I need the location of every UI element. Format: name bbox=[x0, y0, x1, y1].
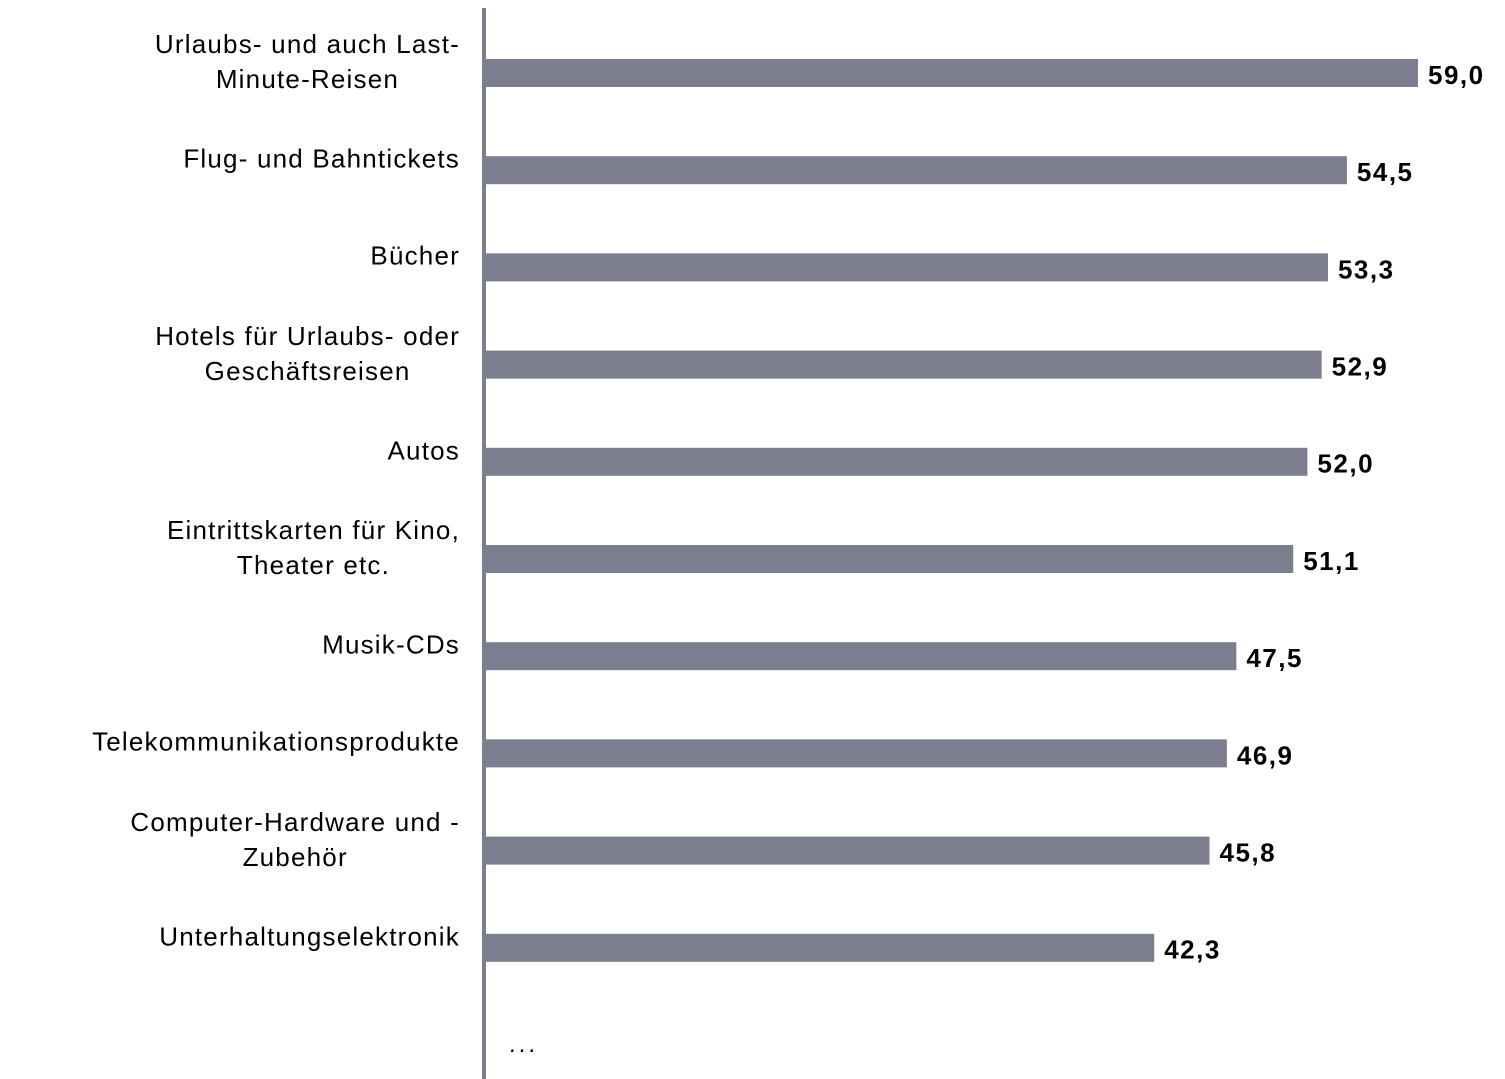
category-label: Bücher bbox=[370, 240, 460, 271]
bar bbox=[486, 253, 1328, 282]
value-label: 54,5 bbox=[1357, 157, 1414, 187]
value-label: 51,1 bbox=[1303, 546, 1360, 576]
category-label: Hotels für Urlaubs- oder Geschäftsreisen bbox=[155, 320, 460, 386]
annotation: ... bbox=[510, 1031, 539, 1058]
category-label: Unterhaltungselektronik bbox=[159, 921, 460, 952]
value-label: 52,9 bbox=[1332, 351, 1389, 381]
bar bbox=[486, 836, 1210, 865]
value-label: 47,5 bbox=[1246, 643, 1303, 673]
category-label: Autos bbox=[387, 435, 460, 466]
value-label: 53,3 bbox=[1338, 254, 1395, 284]
bar bbox=[486, 545, 1294, 573]
value-label: 59,0 bbox=[1428, 60, 1485, 90]
bar bbox=[486, 447, 1308, 476]
category-label: Musik-CDs bbox=[322, 629, 460, 660]
category-label: Eintrittskarten für Kino, Theater etc. bbox=[167, 515, 460, 580]
category-label: Urlaubs- und auch Last- Minute-Reisen bbox=[154, 29, 460, 94]
value-label: 45,8 bbox=[1219, 837, 1276, 867]
bar bbox=[486, 642, 1237, 671]
value-label: 46,9 bbox=[1237, 740, 1294, 770]
value-label: 52,0 bbox=[1317, 449, 1374, 479]
bar bbox=[486, 350, 1322, 379]
bar bbox=[486, 739, 1227, 768]
bar bbox=[486, 933, 1155, 962]
category-label: Telekommunikationsprodukte bbox=[92, 726, 460, 757]
value-label: 42,3 bbox=[1164, 935, 1221, 965]
bar bbox=[486, 59, 1418, 87]
bar bbox=[486, 156, 1347, 185]
category-label: Computer-Hardware und - Zubehör bbox=[130, 806, 460, 872]
category-label: Flug- und Bahntickets bbox=[183, 143, 460, 174]
